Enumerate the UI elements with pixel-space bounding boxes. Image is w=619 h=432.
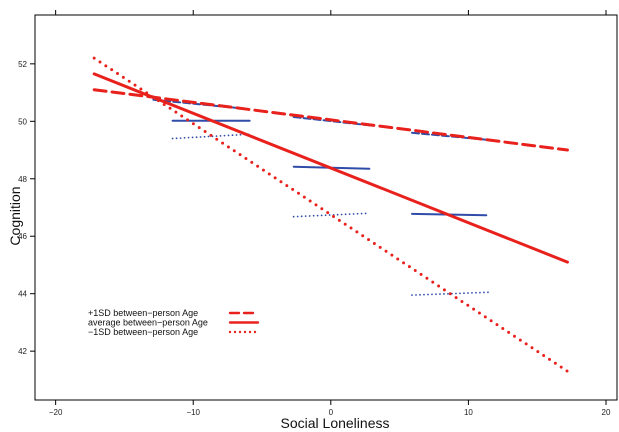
line-plus-1sd <box>92 88 569 152</box>
y-tick-label: 44 <box>18 290 27 299</box>
x-tick-label: 10 <box>464 408 473 417</box>
legend-label: +1SD between−person Age <box>88 308 198 318</box>
y-tick-label: 46 <box>18 232 27 241</box>
within-person-segments <box>152 98 491 297</box>
y-tick-label: 50 <box>18 117 27 126</box>
x-axis-title: Social Loneliness <box>281 415 390 431</box>
y-tick-label: 48 <box>18 175 27 184</box>
segment-minus1sd <box>171 133 251 140</box>
legend-label: −1SD between−person Age <box>88 327 198 337</box>
legend-label: average between−person Age <box>88 318 208 328</box>
x-tick-label: 20 <box>602 408 611 417</box>
x-tick-label: −20 <box>49 408 63 417</box>
y-tick-label: 52 <box>18 60 27 69</box>
x-axis-ticks: −20 −10 0 10 20 <box>49 10 611 417</box>
segment-minus1sd <box>292 212 371 218</box>
segment-minus1sd <box>411 291 490 297</box>
between-person-lines <box>92 56 569 373</box>
x-tick-label: −10 <box>186 408 200 417</box>
x-tick-label: 0 <box>329 408 334 417</box>
y-tick-label: 42 <box>18 347 27 356</box>
plot-border <box>34 14 618 401</box>
plot-frame <box>34 14 618 401</box>
line-average <box>92 72 569 264</box>
y-axis-ticks: 42 44 46 48 50 52 <box>18 60 35 356</box>
y-axis-title: Cognition <box>7 186 23 245</box>
